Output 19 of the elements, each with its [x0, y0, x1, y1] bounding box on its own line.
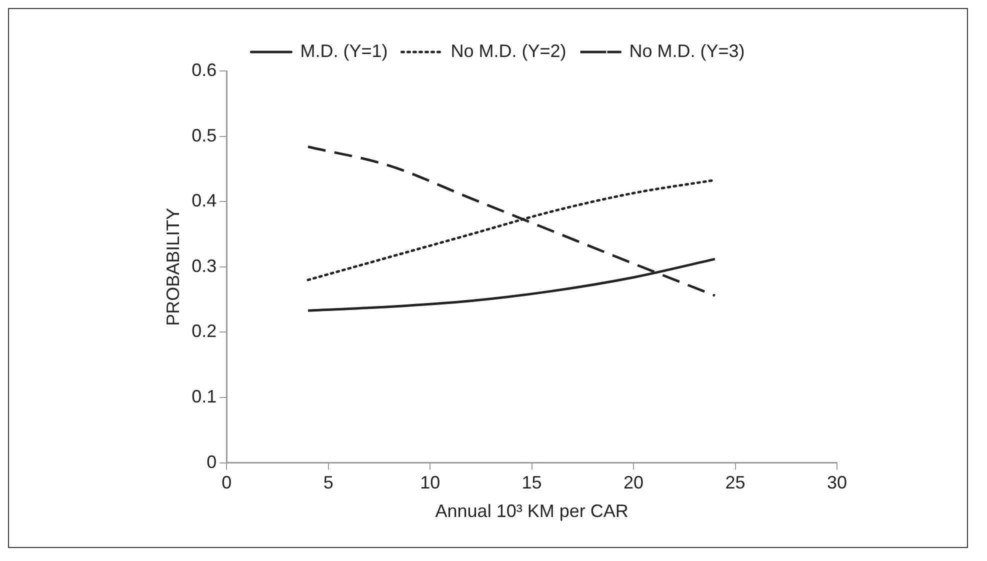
x-tick-label: 25: [725, 472, 746, 493]
x-tick-label: 20: [624, 472, 644, 493]
legend-label: No M.D. (Y=2): [450, 40, 566, 61]
x-tick-label: 5: [323, 472, 334, 493]
legend-label: No M.D. (Y=3): [629, 40, 745, 61]
y-tick-label: 0.1: [192, 386, 217, 406]
x-tick-label: 30: [826, 472, 848, 493]
legend-label: M.D. (Y=1): [300, 40, 388, 61]
x-tick-label: 10: [420, 472, 440, 493]
y-tick-label: 0.4: [192, 190, 217, 211]
y-axis-title: PROBABILITY: [162, 208, 183, 326]
y-tick-label: 0.2: [192, 321, 217, 342]
y-tick-label: 0: [206, 452, 217, 472]
x-tick-label: 0: [222, 472, 232, 493]
y-tick-label: 0.5: [192, 125, 217, 146]
x-axis-title: Annual 10³ KM per CAR: [435, 501, 628, 522]
x-tick-label: 15: [522, 472, 542, 493]
y-tick-label: 0.3: [192, 256, 217, 276]
y-tick-label: 0.6: [192, 60, 217, 80]
